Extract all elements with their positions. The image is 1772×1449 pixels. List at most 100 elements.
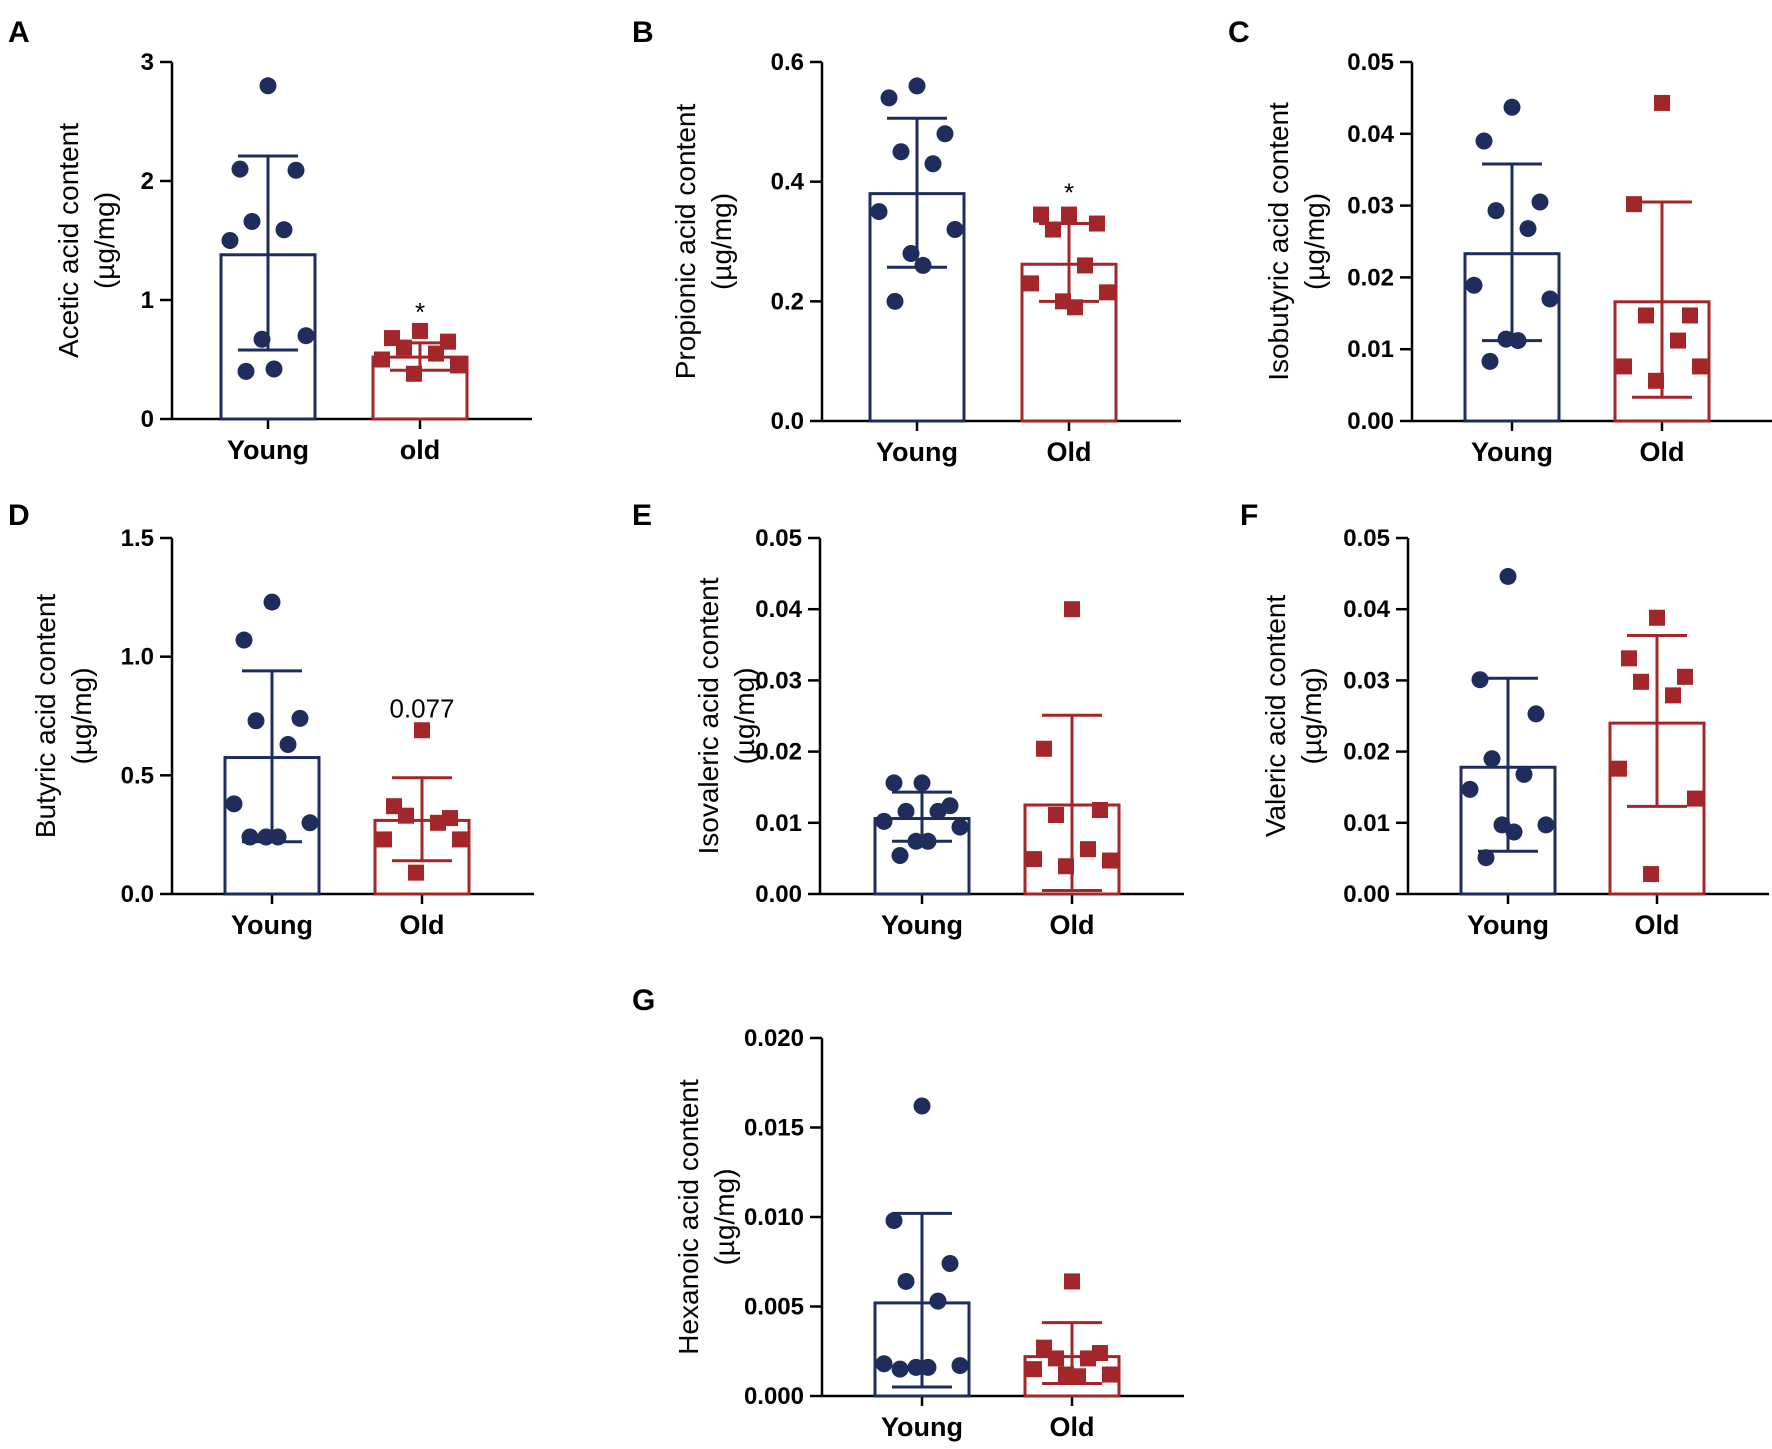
data-point-young — [237, 362, 255, 380]
y-axis-label-line: Isovaleric acid content — [693, 577, 724, 854]
data-point-old — [452, 831, 468, 848]
y-axis-label-line: (µg/mg) — [66, 667, 97, 764]
data-point-young — [1477, 849, 1495, 867]
data-point-young — [902, 244, 920, 262]
data-point-young — [231, 160, 249, 178]
data-point-young — [951, 1357, 969, 1375]
y-axis-label-line: (µg/mg) — [706, 193, 737, 290]
panel-f: F 0.00 0.01 0.02 0.03 0.04 0.05 Valeric acid co… — [1240, 499, 1769, 940]
data-point-young — [1483, 750, 1501, 768]
panel-letter: E — [632, 499, 652, 532]
data-point-young — [880, 89, 898, 107]
series-young: Young — [223, 593, 321, 940]
panel-letter: B — [632, 16, 654, 49]
y-tick-label: 0 — [141, 406, 154, 433]
y-axis-label-line: (µg/mg) — [709, 1168, 740, 1265]
data-point-old — [1682, 307, 1698, 324]
data-point-old — [1665, 687, 1681, 704]
y-tick-label: 0.04 — [755, 596, 802, 623]
significance-annotation: * — [1064, 178, 1074, 208]
data-point-young — [897, 1272, 915, 1290]
y-tick-label: 0.00 — [1347, 408, 1394, 435]
y-tick-label: 1.0 — [121, 644, 154, 671]
data-point-young — [951, 818, 969, 836]
data-point-old — [1033, 206, 1049, 223]
data-point-old — [1649, 609, 1665, 626]
data-point-old — [1026, 851, 1042, 868]
data-point-young — [1503, 98, 1521, 116]
data-point-old — [428, 345, 444, 362]
panel-d: D 0.0 0.5 1.0 1.5 Butyric acid content (µg/mg)… — [8, 499, 534, 940]
data-point-young — [225, 795, 243, 813]
y-tick-label: 1.5 — [121, 525, 154, 552]
data-point-old — [430, 814, 446, 831]
series-old: Old 0.077 — [373, 694, 471, 940]
data-point-old — [1058, 858, 1074, 875]
y-tick-label: 0.005 — [744, 1294, 804, 1321]
data-point-old — [1633, 673, 1649, 690]
data-point-old — [1621, 650, 1637, 667]
panel-e: E 0.00 0.01 0.02 0.03 0.04 0.05 Isovaleric acid… — [632, 499, 1184, 940]
x-tick-label: Old — [1635, 910, 1680, 940]
data-point-young — [1527, 705, 1545, 723]
data-point-old — [1077, 257, 1093, 274]
y-axis-label: Butyric acid content (µg/mg) — [30, 594, 97, 839]
y-tick-label: 0.04 — [1343, 596, 1390, 623]
data-point-young — [1481, 352, 1499, 370]
data-point-young — [941, 1255, 959, 1273]
series-young: Young — [873, 1097, 971, 1442]
data-point-young — [924, 155, 942, 173]
series-young: Young — [868, 77, 966, 467]
data-point-young — [291, 709, 309, 727]
data-point-young — [891, 847, 909, 865]
data-point-young — [259, 77, 277, 95]
data-point-young — [929, 1292, 947, 1310]
data-point-young — [875, 812, 893, 830]
data-point-old — [1611, 760, 1627, 777]
data-point-old — [1102, 852, 1118, 869]
panel-a: A 0 1 2 3 Acetic acid content (µg/mg) Young old * — [8, 16, 532, 465]
data-point-old — [412, 322, 428, 339]
y-tick-label: 0.03 — [1343, 667, 1390, 694]
data-point-old — [406, 365, 422, 382]
series-old: Old — [1023, 1273, 1121, 1442]
data-point-old — [376, 831, 392, 848]
y-tick-label: 0.5 — [121, 762, 154, 789]
x-tick-label: Young — [881, 1412, 963, 1442]
data-point-old — [1080, 1350, 1096, 1367]
data-point-old — [1677, 668, 1693, 685]
data-point-young — [1515, 765, 1533, 783]
y-axis-label-line: (µg/mg) — [1299, 193, 1330, 290]
data-point-young — [1509, 332, 1527, 350]
data-point-young — [1531, 193, 1549, 211]
data-point-young — [241, 828, 259, 846]
y-tick-label: 0.01 — [1347, 336, 1394, 363]
data-point-young — [1487, 202, 1505, 220]
data-point-young — [885, 774, 903, 792]
data-point-young — [263, 593, 281, 611]
data-point-young — [907, 1358, 925, 1376]
panel-letter: A — [8, 16, 30, 49]
data-point-young — [1465, 276, 1483, 294]
data-point-young — [891, 1360, 909, 1378]
y-tick-label: 0.05 — [1343, 525, 1390, 552]
y-tick-label: 0.00 — [1343, 881, 1390, 908]
data-point-young — [913, 1097, 931, 1115]
data-point-old — [1061, 206, 1077, 223]
data-point-old — [1643, 866, 1659, 883]
series-old: Old — [1613, 94, 1711, 467]
data-point-old — [1023, 275, 1039, 292]
panel-c: C 0.00 0.01 0.02 0.03 0.04 0.05 Isobutyric acid… — [1228, 16, 1772, 467]
data-point-old — [1064, 601, 1080, 618]
series-young: Young — [1463, 98, 1561, 467]
data-point-old — [450, 357, 466, 374]
x-tick-label: Old — [1047, 437, 1092, 467]
y-tick-label: 0.02 — [1347, 264, 1394, 291]
data-point-old — [1638, 307, 1654, 324]
y-tick-label: 3 — [141, 49, 154, 76]
panel-b: B 0.0 0.2 0.4 0.6 Propionic acid content (µg/m… — [632, 16, 1181, 467]
y-axis-label-line: Hexanoic acid content — [673, 1079, 704, 1355]
x-tick-label: old — [400, 435, 441, 465]
